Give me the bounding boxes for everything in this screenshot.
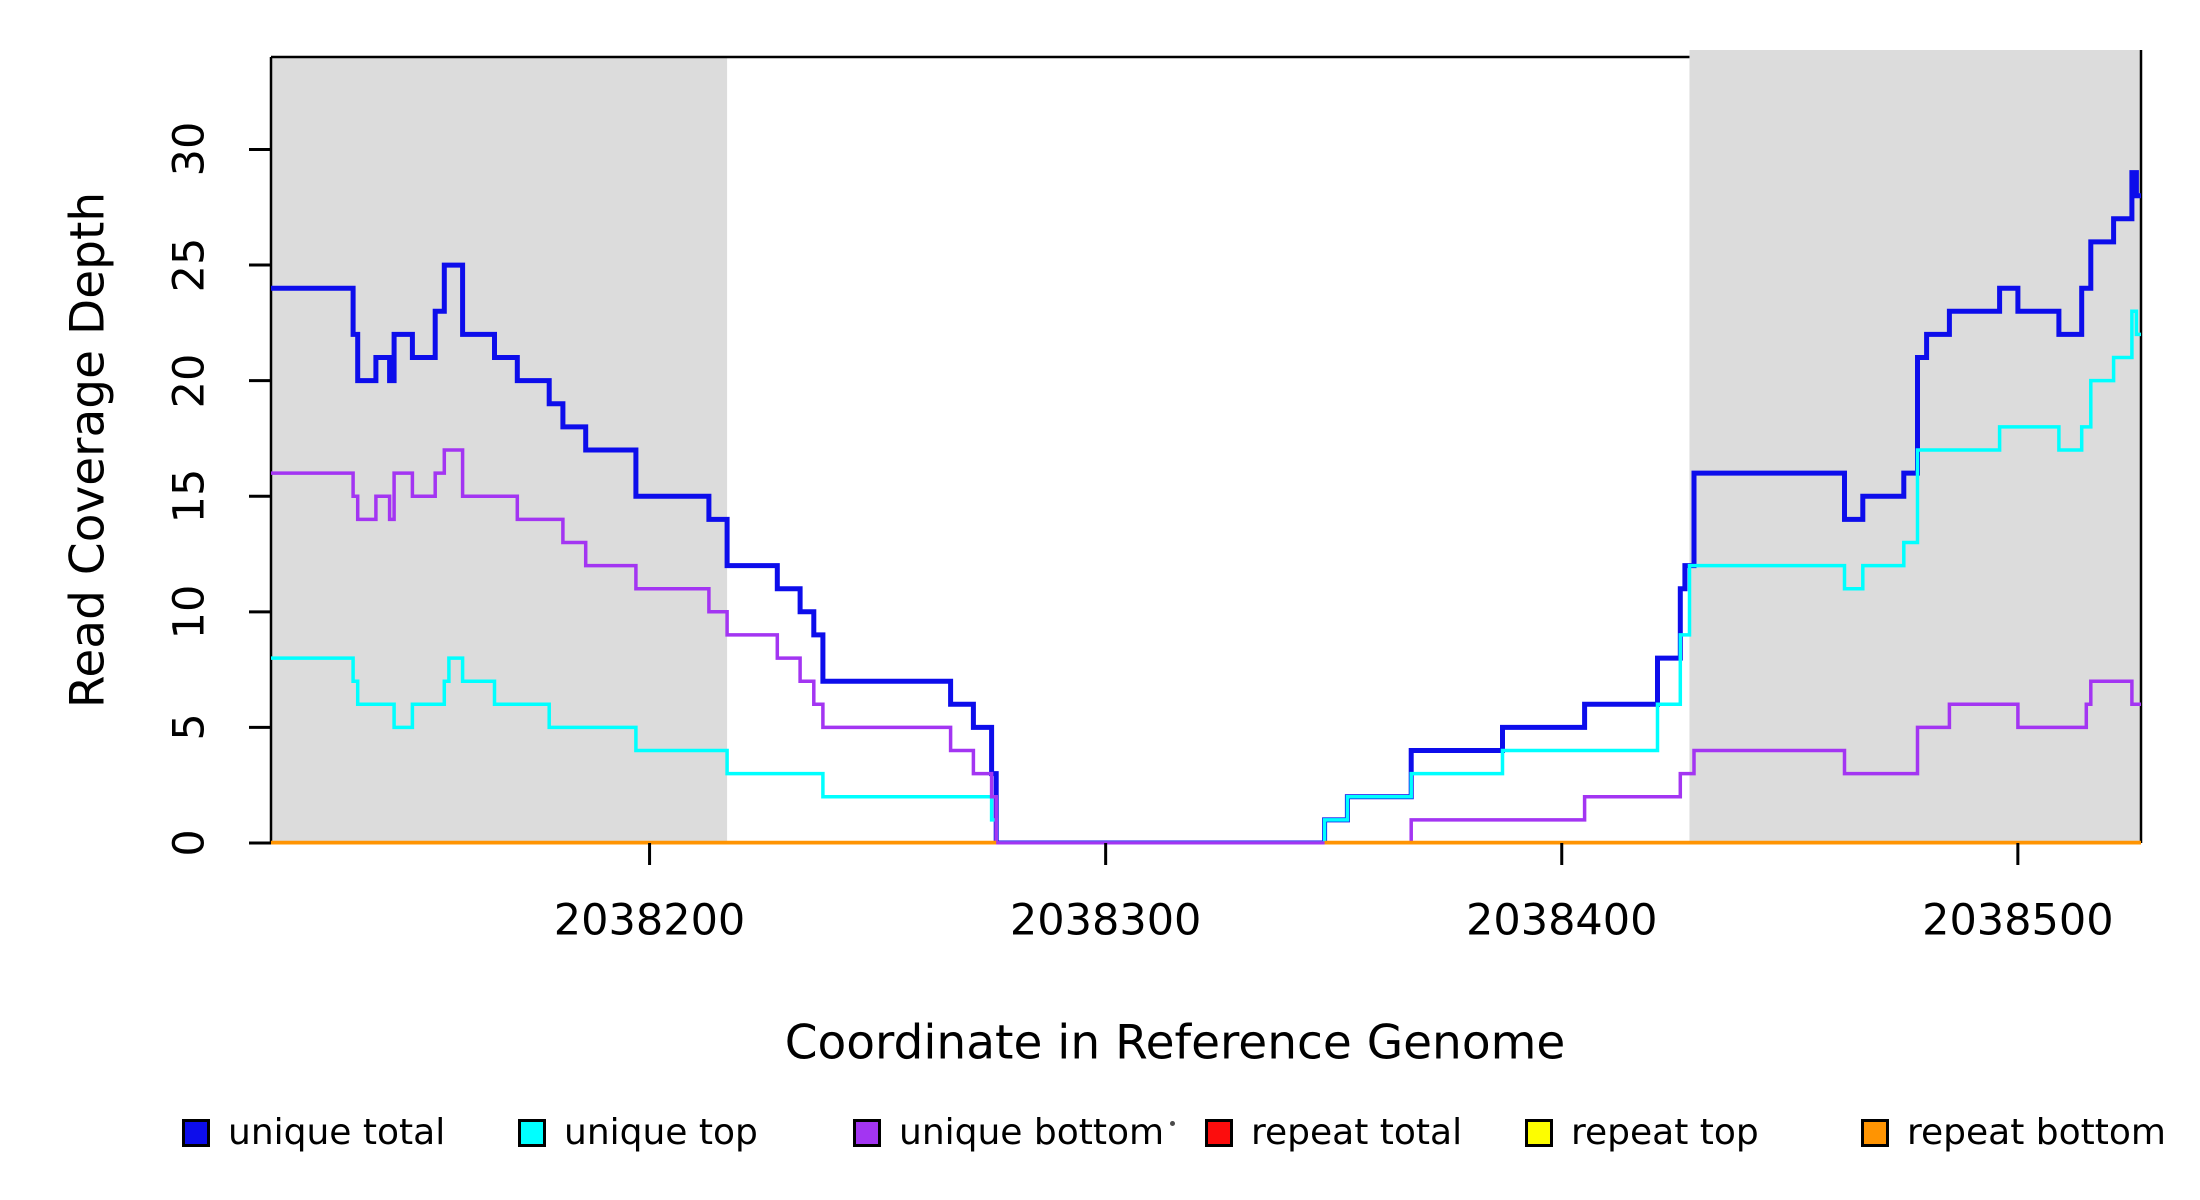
plot-border xyxy=(269,50,2143,845)
legend-swatch-repeat_total xyxy=(1205,1119,1233,1147)
legend-label-unique_total: unique total xyxy=(228,1112,446,1153)
legend-swatch-unique_top xyxy=(518,1119,546,1147)
stray-dot-artifact xyxy=(1170,1121,1175,1126)
legend-swatch-unique_bottom xyxy=(853,1119,881,1147)
y-tick-label: 10 xyxy=(164,584,215,640)
x-tick-label: 2038400 xyxy=(1465,895,1658,946)
y-tick-label: 5 xyxy=(164,713,215,742)
x-tick-label: 2038200 xyxy=(553,895,746,946)
shaded-region xyxy=(271,57,728,843)
series-layer xyxy=(271,170,2141,845)
x-axis-title: Coordinate in Reference Genome xyxy=(784,1015,1566,1071)
y-tick-label: 25 xyxy=(164,237,215,293)
legend-swatch-repeat_top xyxy=(1525,1119,1553,1147)
legend-label-unique_top: unique top xyxy=(564,1112,758,1153)
series-unique_total xyxy=(271,170,2141,845)
legend-swatch-repeat_bottom xyxy=(1861,1119,1889,1147)
legend-label-repeat_total: repeat total xyxy=(1251,1112,1463,1153)
y-tick-label: 15 xyxy=(164,468,215,524)
series-unique_top xyxy=(271,309,2141,845)
x-tick-label: 2038500 xyxy=(1922,895,2114,946)
y-tick-label: 30 xyxy=(164,122,215,177)
y-tick-label: 20 xyxy=(164,353,215,408)
series-unique_bottom xyxy=(271,448,2141,845)
legend-swatch-unique_total xyxy=(182,1119,210,1147)
legend-label-repeat_bottom: repeat bottom xyxy=(1907,1112,2166,1153)
x-tick-label: 2038300 xyxy=(1009,895,1202,946)
legend-label-unique_bottom: unique bottom xyxy=(899,1112,1165,1153)
legend-label-repeat_top: repeat top xyxy=(1571,1112,1759,1153)
y-tick-label: 0 xyxy=(164,829,215,857)
y-axis-title: Read Coverage Depth xyxy=(60,191,116,709)
